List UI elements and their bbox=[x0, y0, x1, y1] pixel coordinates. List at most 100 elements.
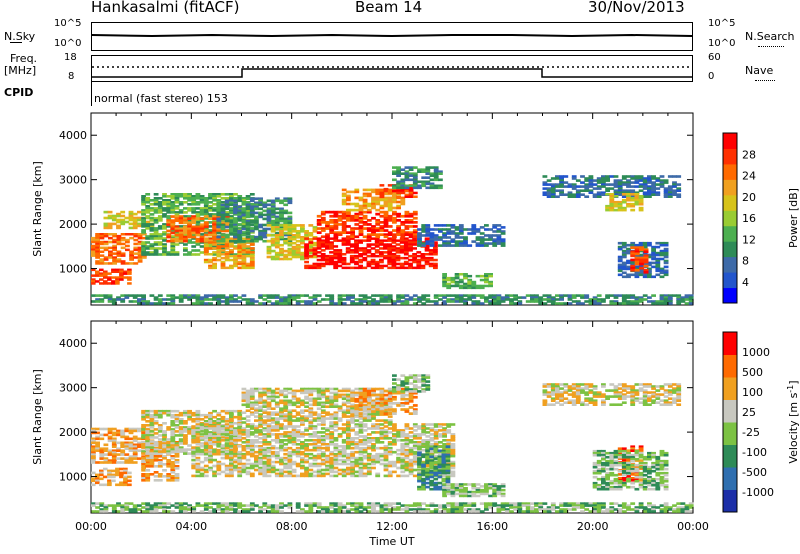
data-cell bbox=[241, 437, 247, 440]
data-cell bbox=[329, 258, 334, 262]
data-cell bbox=[208, 445, 213, 448]
data-cell bbox=[187, 413, 192, 417]
data-cell bbox=[575, 189, 581, 192]
data-cell bbox=[119, 475, 124, 479]
data-cell bbox=[647, 253, 652, 257]
data-cell bbox=[467, 298, 473, 301]
data-cell bbox=[308, 266, 314, 270]
data-cell bbox=[492, 298, 498, 301]
data-cell bbox=[166, 448, 172, 451]
data-cell bbox=[157, 241, 163, 244]
data-cell bbox=[187, 418, 192, 421]
data-cell bbox=[634, 262, 640, 266]
data-cell bbox=[643, 254, 649, 258]
data-cell bbox=[605, 296, 610, 299]
data-cell bbox=[354, 239, 359, 242]
data-cell bbox=[684, 294, 690, 297]
data-cell bbox=[362, 450, 368, 454]
data-cell bbox=[492, 242, 498, 245]
data-cell bbox=[392, 460, 397, 464]
data-cell bbox=[212, 215, 217, 218]
data-cell bbox=[203, 450, 209, 453]
data-cell bbox=[358, 221, 364, 224]
data-cell bbox=[195, 429, 201, 432]
data-cell bbox=[203, 209, 209, 212]
data-cell bbox=[166, 428, 172, 431]
data-cell bbox=[120, 451, 126, 454]
data-cell bbox=[166, 463, 172, 466]
data-cell bbox=[220, 237, 226, 241]
data-cell bbox=[183, 422, 188, 425]
data-cell bbox=[655, 300, 661, 303]
data-cell bbox=[237, 409, 243, 413]
data-cell bbox=[387, 214, 393, 218]
data-cell bbox=[291, 253, 297, 257]
data-cell bbox=[383, 431, 389, 434]
data-cell bbox=[500, 238, 506, 241]
data-cell bbox=[647, 255, 652, 259]
data-cell bbox=[295, 249, 301, 253]
data-cell bbox=[567, 185, 573, 188]
data-cell bbox=[396, 435, 401, 438]
data-cell bbox=[287, 298, 293, 301]
data-cell bbox=[212, 207, 217, 210]
data-cell bbox=[212, 472, 217, 476]
data-cell bbox=[241, 227, 247, 231]
data-cell bbox=[379, 239, 384, 242]
cpid-value: normal (fast stereo) 153 bbox=[94, 92, 228, 105]
data-cell bbox=[149, 461, 155, 464]
data-cell bbox=[274, 241, 280, 245]
data-cell bbox=[115, 276, 120, 279]
data-cell bbox=[237, 468, 243, 472]
data-cell bbox=[183, 426, 188, 429]
data-cell bbox=[341, 429, 347, 432]
data-cell bbox=[116, 298, 121, 301]
data-cell bbox=[634, 271, 640, 275]
data-cell bbox=[220, 433, 226, 436]
data-cell bbox=[157, 443, 163, 446]
data-cell bbox=[379, 296, 385, 299]
data-cell bbox=[350, 456, 355, 460]
data-cell bbox=[484, 298, 489, 301]
data-cell bbox=[387, 219, 393, 222]
data-cell bbox=[412, 231, 418, 234]
data-cell bbox=[475, 300, 481, 303]
data-cell bbox=[446, 294, 452, 297]
data-cell bbox=[428, 264, 434, 268]
data-cell bbox=[174, 451, 180, 454]
data-cell bbox=[224, 425, 230, 428]
data-cell bbox=[212, 225, 217, 229]
freq-unit: [MHz] bbox=[4, 64, 37, 77]
data-cell bbox=[249, 221, 255, 224]
data-cell bbox=[375, 200, 381, 204]
data-cell bbox=[329, 251, 334, 254]
data-cell bbox=[534, 296, 539, 299]
data-cell bbox=[638, 175, 644, 178]
data-cell bbox=[111, 455, 117, 458]
data-cell bbox=[270, 425, 276, 428]
data-cell bbox=[103, 240, 109, 244]
data-cell bbox=[191, 241, 197, 244]
data-cell bbox=[362, 435, 368, 438]
data-cell bbox=[617, 255, 623, 259]
data-cell bbox=[279, 439, 284, 442]
data-cell bbox=[237, 235, 243, 239]
data-cell bbox=[325, 294, 330, 297]
data-cell bbox=[262, 429, 268, 432]
data-cell bbox=[229, 217, 234, 220]
data-cell bbox=[270, 230, 276, 233]
data-cell bbox=[270, 450, 276, 454]
data-cell bbox=[178, 426, 184, 429]
data-cell bbox=[325, 468, 330, 472]
data-cell bbox=[262, 298, 268, 301]
data-cell bbox=[659, 253, 665, 257]
data-cell bbox=[417, 296, 422, 299]
data-cell bbox=[187, 253, 192, 256]
data-cell bbox=[157, 413, 163, 417]
data-cell bbox=[132, 296, 138, 299]
data-cell bbox=[358, 198, 364, 202]
data-cell bbox=[471, 240, 477, 243]
data-cell bbox=[270, 228, 276, 231]
data-cell bbox=[111, 282, 116, 285]
data-cell bbox=[178, 422, 184, 425]
